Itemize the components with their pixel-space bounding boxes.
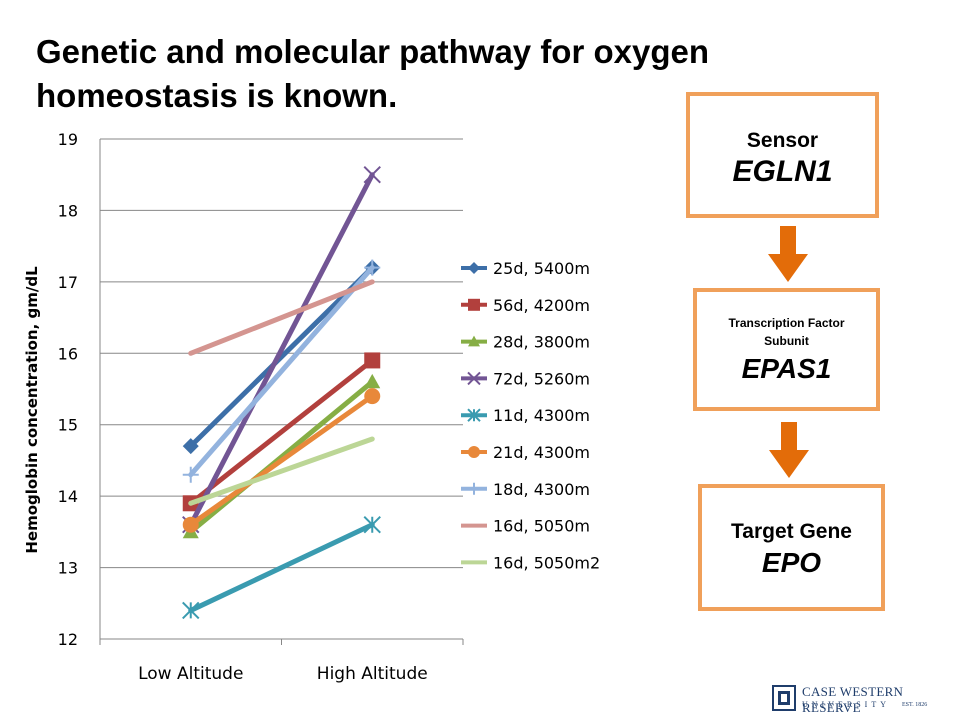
legend-marker: [468, 335, 480, 347]
x-tick-label: Low Altitude: [138, 664, 243, 684]
legend-marker: [467, 371, 481, 386]
target-gene-label: Target Gene: [731, 520, 852, 543]
y-tick-label: 12: [58, 630, 78, 649]
data-point: [364, 259, 381, 276]
data-point: [364, 352, 381, 369]
x-tick-label: High Altitude: [317, 664, 428, 684]
y-tick-label: 19: [58, 130, 78, 149]
series-line: [188, 279, 375, 356]
series-line: [188, 436, 375, 506]
series-line: [188, 172, 375, 528]
data-point: [363, 166, 381, 184]
series-line: [188, 379, 375, 535]
data-point: [182, 438, 199, 455]
y-tick-label: 18: [58, 201, 78, 220]
legend-marker: [468, 262, 480, 274]
legend-label: 11d, 4300m: [493, 406, 590, 425]
data-point: [182, 601, 200, 620]
y-tick-label: 14: [58, 487, 78, 506]
legend-label: 56d, 4200m: [493, 296, 590, 315]
sensor-gene: EGLN1: [732, 155, 833, 188]
logo-name: CASE WESTERN RESERVE: [802, 684, 904, 715]
transcription-factor-box: Transcription Factor Subunit EPAS1: [693, 288, 880, 411]
legend-label: 25d, 5400m: [493, 259, 590, 278]
data-point: [182, 466, 199, 483]
sensor-label: Sensor: [746, 129, 819, 152]
hemoglobin-line-chart: 12 13 14 15 16 17 18 19 Low Altitude High Altitud…: [23, 130, 600, 684]
legend-marker: [468, 298, 480, 311]
legend-label: 21d, 4300m: [493, 443, 590, 462]
logo-sub: UNIVERSITY: [802, 700, 890, 709]
slide-title-line-2: homeostasis is known.: [36, 77, 398, 114]
down-arrow-icon: [768, 226, 808, 282]
series-line: [188, 357, 375, 506]
logo-est: EST. 1826: [902, 702, 928, 708]
target-gene-box: Target Gene EPO: [698, 484, 885, 611]
data-point: [182, 516, 199, 533]
legend-label: 16d, 5050m2: [493, 553, 600, 572]
legend-marker: [468, 482, 480, 495]
target-gene-name: EPO: [761, 547, 822, 578]
y-tick-label: 13: [58, 559, 78, 578]
university-logo: CASE WESTERN RESERVE UNIVERSITY EST. 182…: [772, 683, 948, 715]
data-point: [364, 373, 381, 389]
slide-title-line-1: Genetic and molecular pathway for oxygen: [36, 33, 710, 70]
y-axis-title: Hemoglobin concentration, gm/dL: [23, 266, 41, 554]
legend-marker: [467, 408, 481, 422]
transcription-factor-label-2: Subunit: [764, 334, 809, 348]
series-line: [188, 265, 375, 478]
transcription-factor-label-1: Transcription Factor: [728, 316, 845, 330]
legend-label: 28d, 3800m: [493, 333, 590, 352]
y-tick-label: 17: [58, 273, 78, 292]
y-tick-label: 15: [58, 416, 78, 435]
transcription-factor-gene: EPAS1: [741, 353, 832, 384]
y-tick-label: 16: [58, 344, 78, 363]
university-seal-icon: [772, 685, 796, 711]
sensor-box: Sensor EGLN1: [686, 92, 879, 218]
data-point: [363, 516, 381, 534]
legend-label: 72d, 5260m: [493, 369, 590, 388]
slide-title: Genetic and molecular pathway for oxygen…: [36, 30, 836, 118]
series-line: [188, 265, 375, 449]
legend-label: 18d, 4300m: [493, 480, 590, 499]
legend-label: 16d, 5050m: [493, 517, 590, 536]
data-point: [364, 388, 381, 405]
legend-marker: [468, 446, 480, 458]
series-line: [188, 393, 375, 528]
down-arrow-icon: [769, 422, 809, 478]
series-line: [188, 522, 375, 613]
